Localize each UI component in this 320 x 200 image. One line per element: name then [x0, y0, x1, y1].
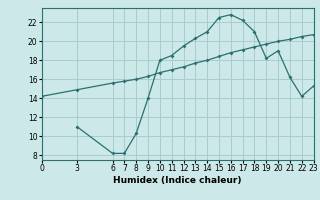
X-axis label: Humidex (Indice chaleur): Humidex (Indice chaleur): [113, 176, 242, 185]
